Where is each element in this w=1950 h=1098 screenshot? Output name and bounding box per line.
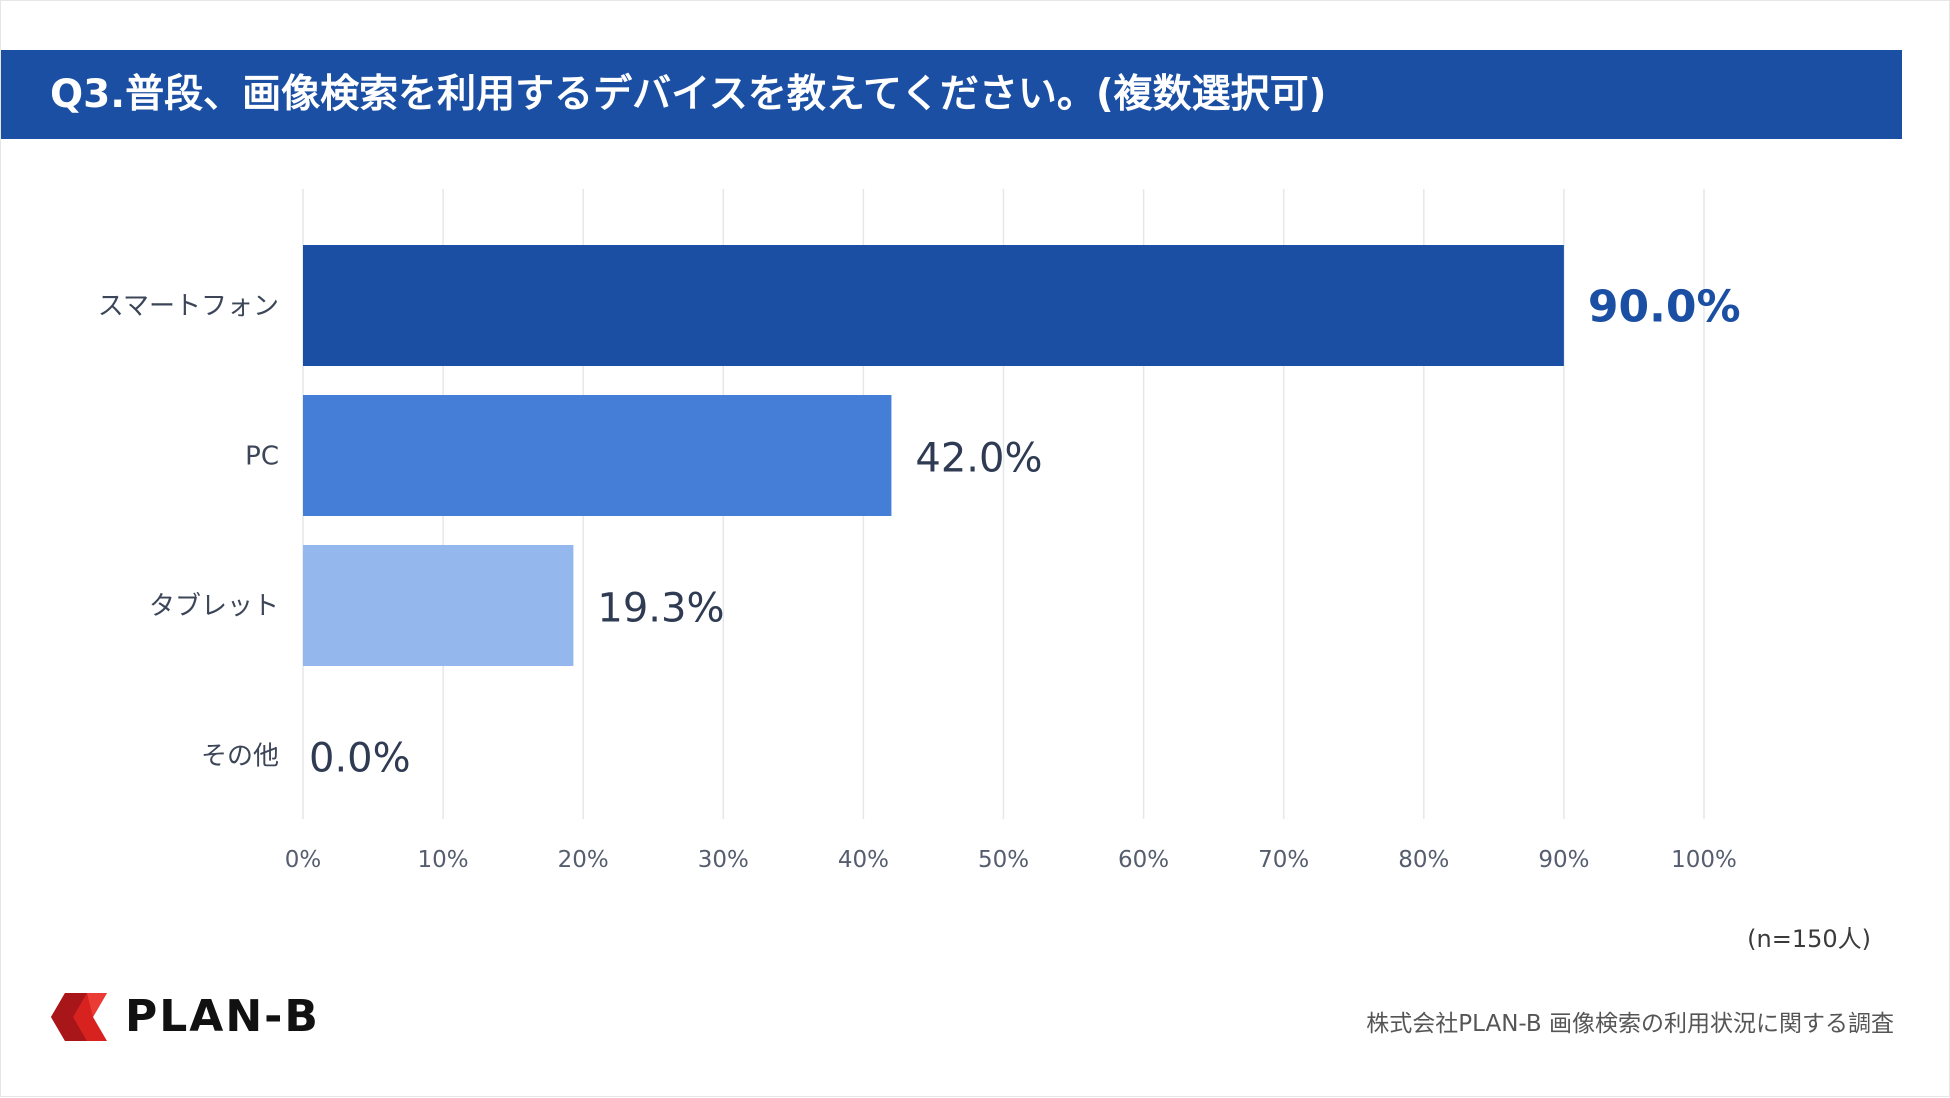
category-label: タブレット <box>149 592 279 622</box>
category-label: PC <box>245 442 279 472</box>
x-tick-label: 30% <box>698 847 749 873</box>
plan-b-logo-icon <box>51 993 107 1041</box>
x-tick-label: 40% <box>838 847 889 873</box>
x-tick-label: 90% <box>1538 847 1589 873</box>
x-tick-label: 100% <box>1671 847 1737 873</box>
logo-text: PLAN-B <box>125 991 320 1042</box>
x-tick-label: 20% <box>558 847 609 873</box>
x-tick-label: 80% <box>1398 847 1449 873</box>
chart-title: Q3.普段、画像検索を利用するデバイスを教えてください。(複数選択可) <box>50 72 1327 117</box>
source-caption: 株式会社PLAN-B 画像検索の利用状況に関する調査 <box>1366 1011 1894 1037</box>
category-label: その他 <box>201 742 279 772</box>
x-tick-label: 50% <box>978 847 1029 873</box>
x-tick-label: 60% <box>1118 847 1169 873</box>
x-tick-label: 0% <box>285 847 322 873</box>
data-label: 42.0% <box>915 436 1042 482</box>
data-label: 90.0% <box>1588 282 1741 333</box>
sample-size-note: (n=150人) <box>1747 925 1871 953</box>
data-label: 0.0% <box>309 736 411 782</box>
bar <box>303 545 574 666</box>
title-bar: Q3.普段、画像検索を利用するデバイスを教えてください。(複数選択可) <box>1 50 1902 139</box>
data-label: 19.3% <box>597 586 724 632</box>
category-label: スマートフォン <box>98 292 279 322</box>
x-tick-label: 10% <box>418 847 469 873</box>
x-tick-label: 70% <box>1258 847 1309 873</box>
bar <box>303 395 892 516</box>
plan-b-logo: PLAN-B <box>49 991 349 1043</box>
bar <box>303 245 1564 366</box>
